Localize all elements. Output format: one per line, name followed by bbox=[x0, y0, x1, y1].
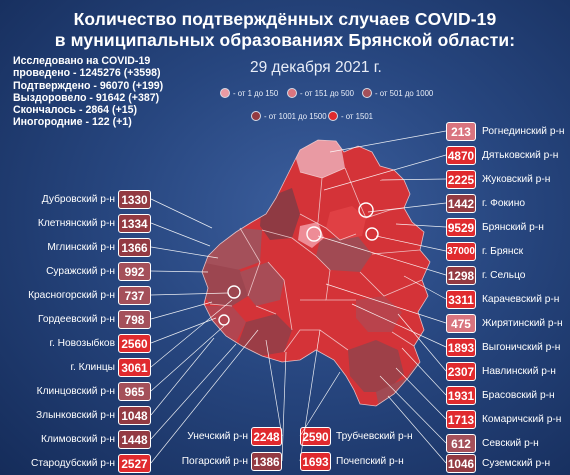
district-label: Суземский р-н bbox=[482, 458, 551, 469]
district-label: Карачевский р-н bbox=[482, 294, 560, 305]
stat-line: Скончалось - 2864 (+15) bbox=[13, 104, 138, 117]
legend-item: - от 501 до 1000 bbox=[362, 88, 433, 98]
district-value-badge: 1330 bbox=[118, 190, 151, 209]
legend-item: - от 1501 bbox=[328, 111, 373, 121]
district-label: Жуковский р-н bbox=[482, 174, 551, 185]
district-value-badge: 1334 bbox=[118, 214, 151, 233]
district-value-badge: 475 bbox=[446, 314, 476, 333]
district-value-badge: 1931 bbox=[446, 386, 476, 405]
district-value-badge: 213 bbox=[446, 122, 476, 141]
district-label: Мглинский р-н bbox=[47, 242, 115, 253]
district-label: г. Сельцо bbox=[482, 270, 526, 281]
district-borders bbox=[201, 139, 431, 407]
district-label: г. Фокино bbox=[482, 198, 525, 209]
district-label: г. Новозыбков bbox=[49, 338, 115, 349]
city-markers bbox=[218, 202, 379, 326]
district-value-badge: 2527 bbox=[118, 454, 151, 473]
district-label: Дубровский р-н bbox=[41, 194, 115, 205]
district-label: Трубчевский р-н bbox=[336, 431, 413, 442]
district-value-badge: 1713 bbox=[446, 410, 476, 429]
district-label: Жирятинский р-н bbox=[482, 318, 563, 329]
district-value-badge: 1046 bbox=[446, 454, 476, 473]
district-label: Клетнянский р-н bbox=[37, 218, 115, 229]
report-date: 29 декабря 2021 г. bbox=[250, 59, 382, 76]
district-label: Рогнединский р-н bbox=[482, 126, 565, 137]
legend-swatch bbox=[287, 88, 297, 98]
district-value-badge: 1366 bbox=[118, 238, 151, 257]
district-value-badge: 965 bbox=[118, 382, 151, 401]
district-value-badge: 1048 bbox=[118, 406, 151, 425]
district-value-badge: 1893 bbox=[446, 338, 476, 357]
district-value-badge: 9529 bbox=[446, 218, 476, 237]
district-value-badge: 2590 bbox=[300, 427, 331, 446]
legend-swatch bbox=[220, 88, 230, 98]
district-value-badge: 737 bbox=[118, 286, 151, 305]
title-line-2: в муниципальных образованиях Брянской об… bbox=[54, 30, 516, 50]
district-value-badge: 1693 bbox=[300, 452, 331, 471]
stat-line: Иногородние - 122 (+1) bbox=[13, 116, 132, 129]
district-value-badge: 37000 bbox=[446, 242, 476, 261]
district-label: Красногорский р-н bbox=[28, 290, 115, 301]
district-value-badge: 2248 bbox=[251, 427, 282, 446]
stat-line: Исследовано на COVID-19 bbox=[13, 55, 151, 67]
district-label: Выгоничский р-н bbox=[482, 342, 561, 353]
district-value-badge: 4870 bbox=[446, 146, 476, 165]
district-value-badge: 1298 bbox=[446, 266, 476, 285]
district-value-badge: 2225 bbox=[446, 170, 476, 189]
legend-swatch bbox=[251, 111, 261, 121]
district-label: г. Брянск bbox=[482, 246, 524, 257]
district-value-badge: 798 bbox=[118, 310, 151, 329]
district-label: Дятьковский р-н bbox=[482, 150, 559, 161]
district-label: Злынковский р-н bbox=[35, 410, 115, 421]
district-value-badge: 612 bbox=[446, 434, 476, 453]
legend-item: - от 1001 до 1500 bbox=[251, 111, 327, 121]
district-label: Брянский р-н bbox=[482, 222, 544, 233]
district-label: Клинцовский р-н bbox=[36, 386, 115, 397]
district-value-badge: 2307 bbox=[446, 362, 476, 381]
title-line-1: Количество подтверждённых случаев COVID-… bbox=[73, 9, 497, 29]
district-value-badge: 3061 bbox=[118, 358, 151, 377]
district-label: Брасовский р-н bbox=[482, 390, 555, 401]
district-label: Унечский р-н bbox=[187, 431, 248, 442]
district-value-badge: 992 bbox=[118, 262, 151, 281]
legend-item: - от 1 до 150 bbox=[220, 88, 278, 98]
district-label: Суражский р-н bbox=[46, 266, 115, 277]
district-value-badge: 1448 bbox=[118, 430, 151, 449]
legend-swatch bbox=[362, 88, 372, 98]
district-label: Навлинский р-н bbox=[482, 366, 556, 377]
district-label: г. Клинцы bbox=[70, 362, 115, 373]
district-label: Комаричский р-н bbox=[482, 414, 562, 425]
district-value-badge: 2560 bbox=[118, 334, 151, 353]
district-label: Погарский р-н bbox=[181, 456, 248, 467]
legend-item: - от 151 до 500 bbox=[287, 88, 354, 98]
district-value-badge: 1442 bbox=[446, 194, 476, 213]
stat-line: проведено - 1245276 (+3598) bbox=[13, 67, 161, 80]
district-value-badge: 1386 bbox=[251, 452, 282, 471]
district-value-badge: 3311 bbox=[446, 290, 476, 309]
stat-line: Подтверждено - 96070 (+199) bbox=[13, 79, 164, 92]
district-label: Климовский р-н bbox=[41, 434, 115, 445]
district-label: Севский р-н bbox=[482, 438, 539, 449]
district-label: Стародубский р-н bbox=[30, 458, 115, 469]
stat-line: Выздоровело - 91642 (+387) bbox=[13, 91, 160, 104]
district-label: Почепский р-н bbox=[336, 456, 404, 467]
legend-swatch bbox=[328, 111, 338, 121]
district-label: Гордеевский р-н bbox=[38, 314, 115, 325]
summary-stats: Исследовано на COVID-19 проведено - 1245… bbox=[13, 55, 163, 129]
